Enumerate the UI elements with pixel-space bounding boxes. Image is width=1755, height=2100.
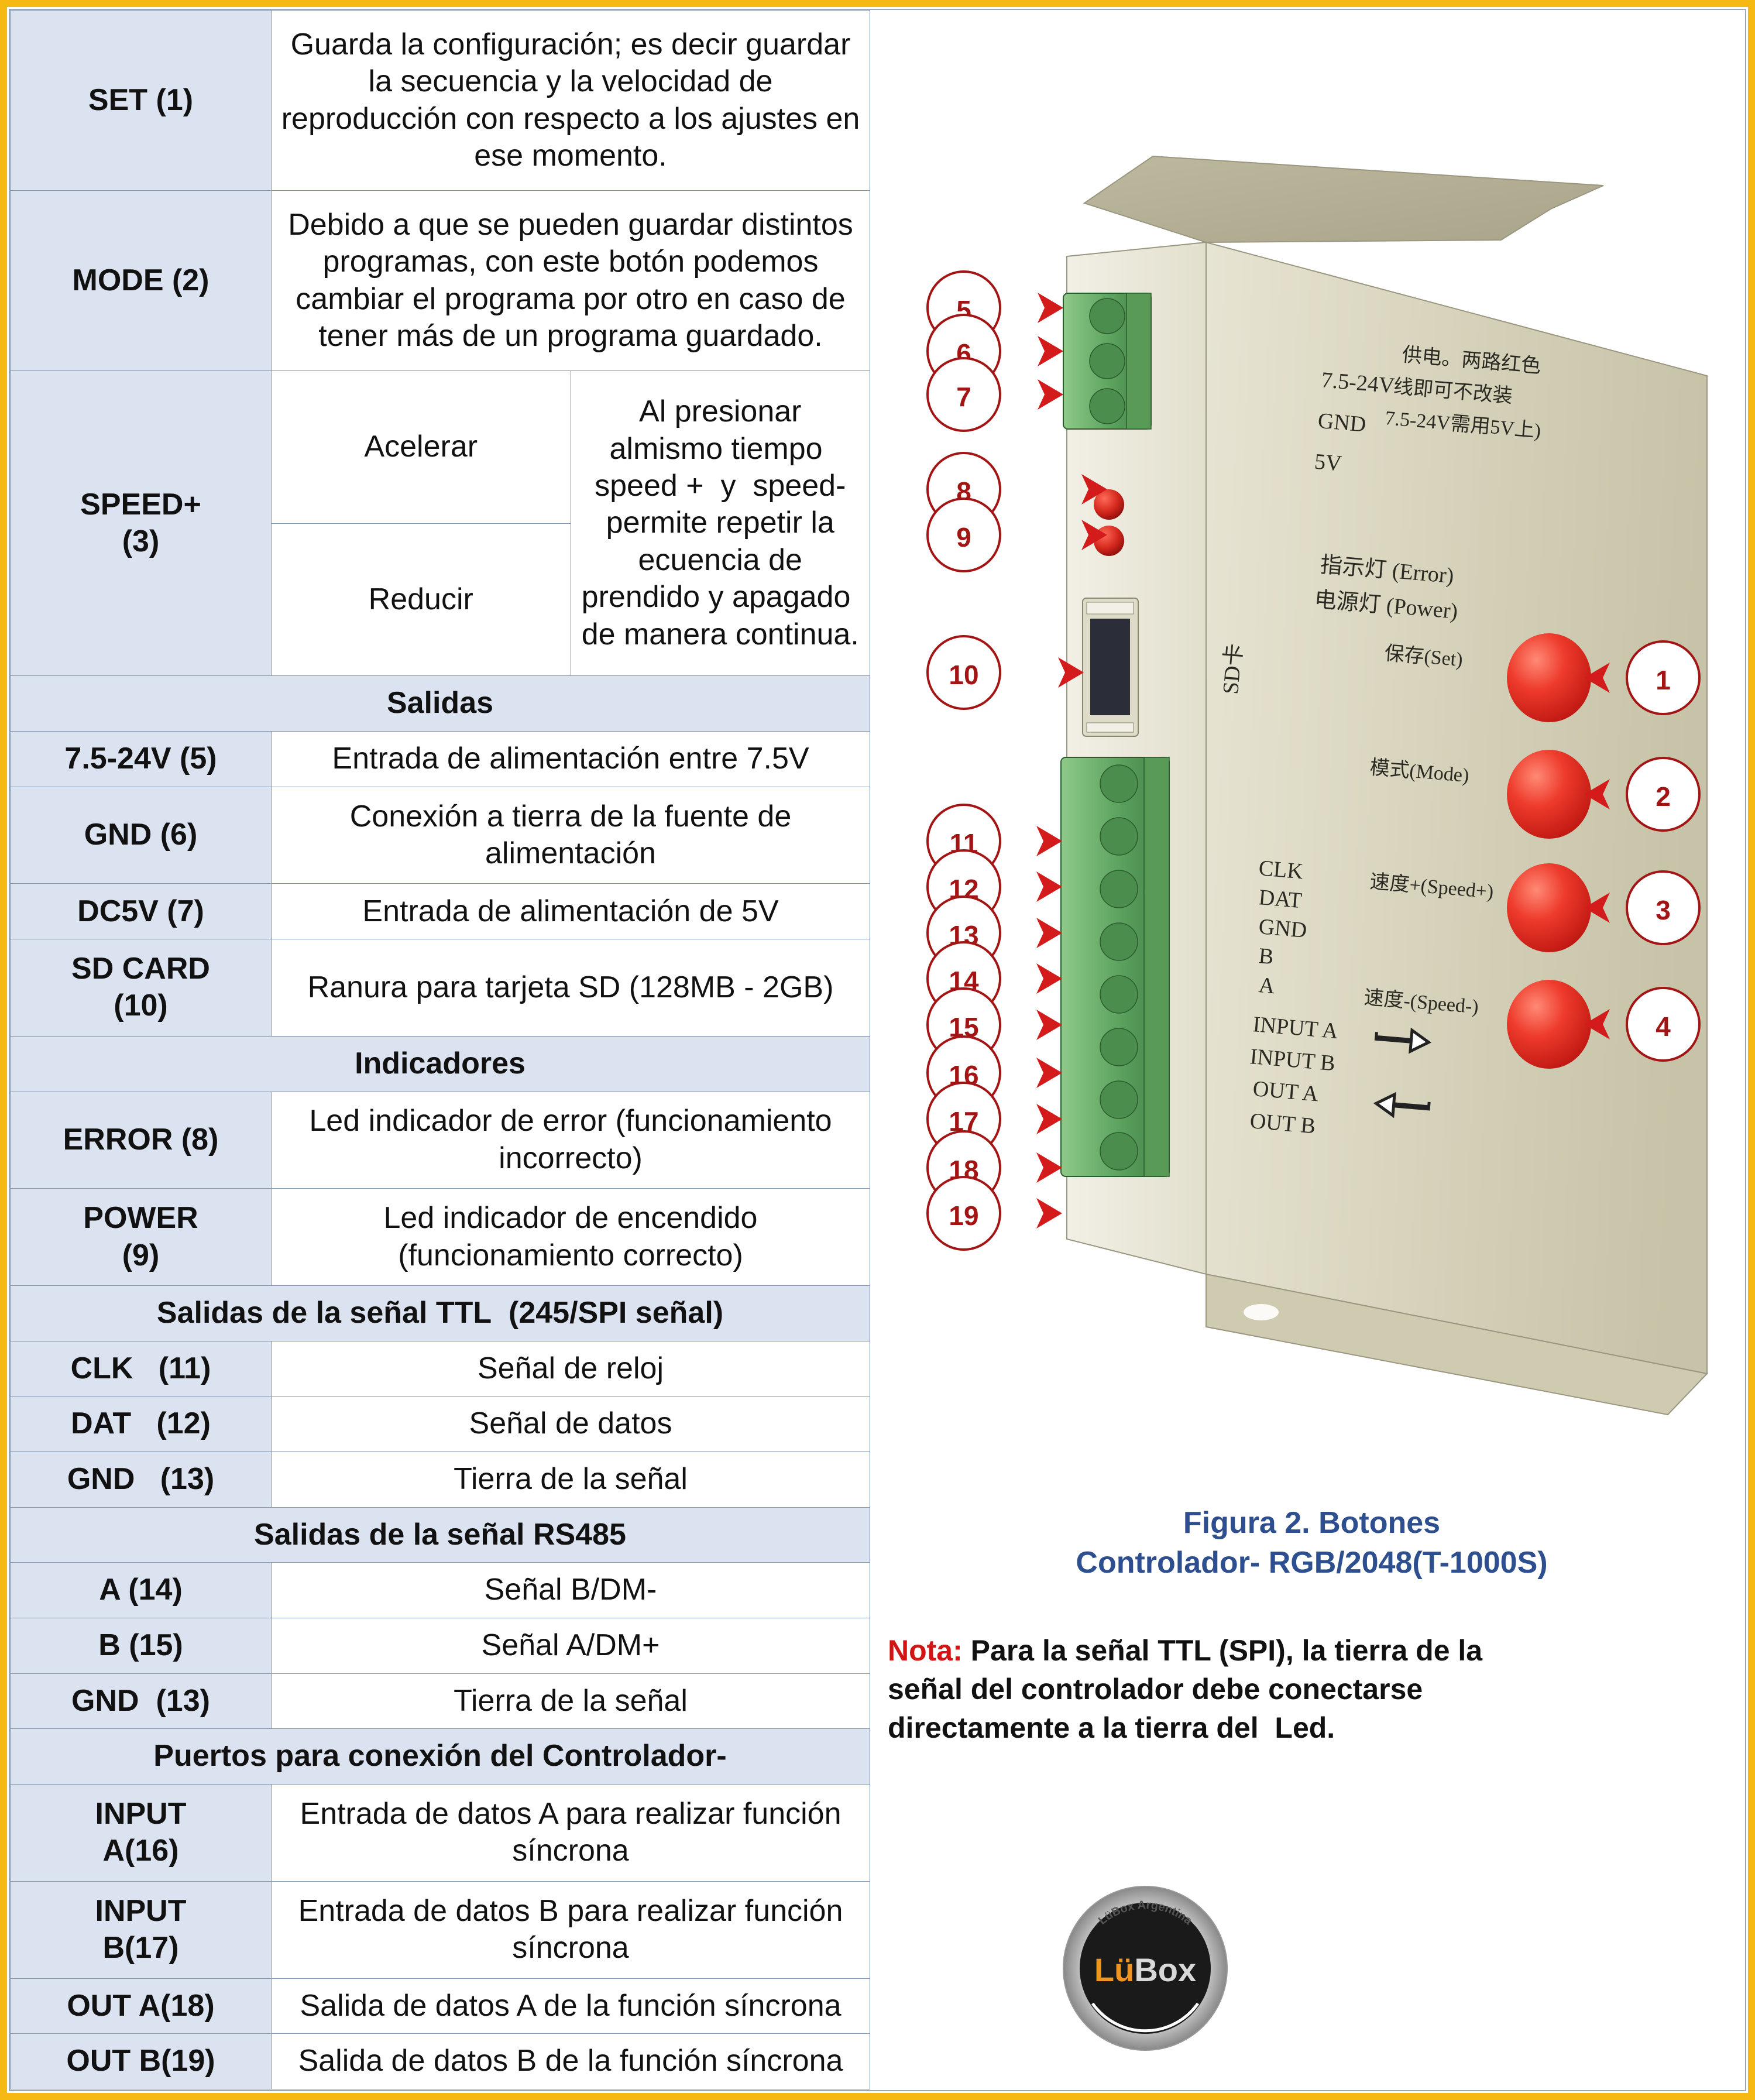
- svg-text:5V: 5V: [1314, 449, 1343, 476]
- svg-text:10: 10: [949, 660, 978, 690]
- svg-text:1: 1: [1656, 665, 1671, 695]
- svg-text:19: 19: [949, 1200, 978, 1231]
- svg-text:CLK: CLK: [1258, 856, 1304, 884]
- svg-text:B: B: [1258, 943, 1275, 969]
- svg-text:9: 9: [956, 522, 971, 553]
- svg-text:7: 7: [956, 382, 971, 412]
- svg-text:SD卡: SD卡: [1218, 643, 1247, 695]
- svg-text:LüBox: LüBox: [1094, 1951, 1196, 1988]
- svg-text:GND: GND: [1258, 914, 1308, 943]
- svg-text:4: 4: [1656, 1011, 1671, 1042]
- svg-text:2: 2: [1656, 781, 1671, 812]
- svg-text:3: 3: [1656, 895, 1671, 925]
- svg-text:A: A: [1258, 973, 1276, 998]
- svg-text:GND: GND: [1317, 409, 1367, 437]
- svg-text:DAT: DAT: [1258, 885, 1303, 913]
